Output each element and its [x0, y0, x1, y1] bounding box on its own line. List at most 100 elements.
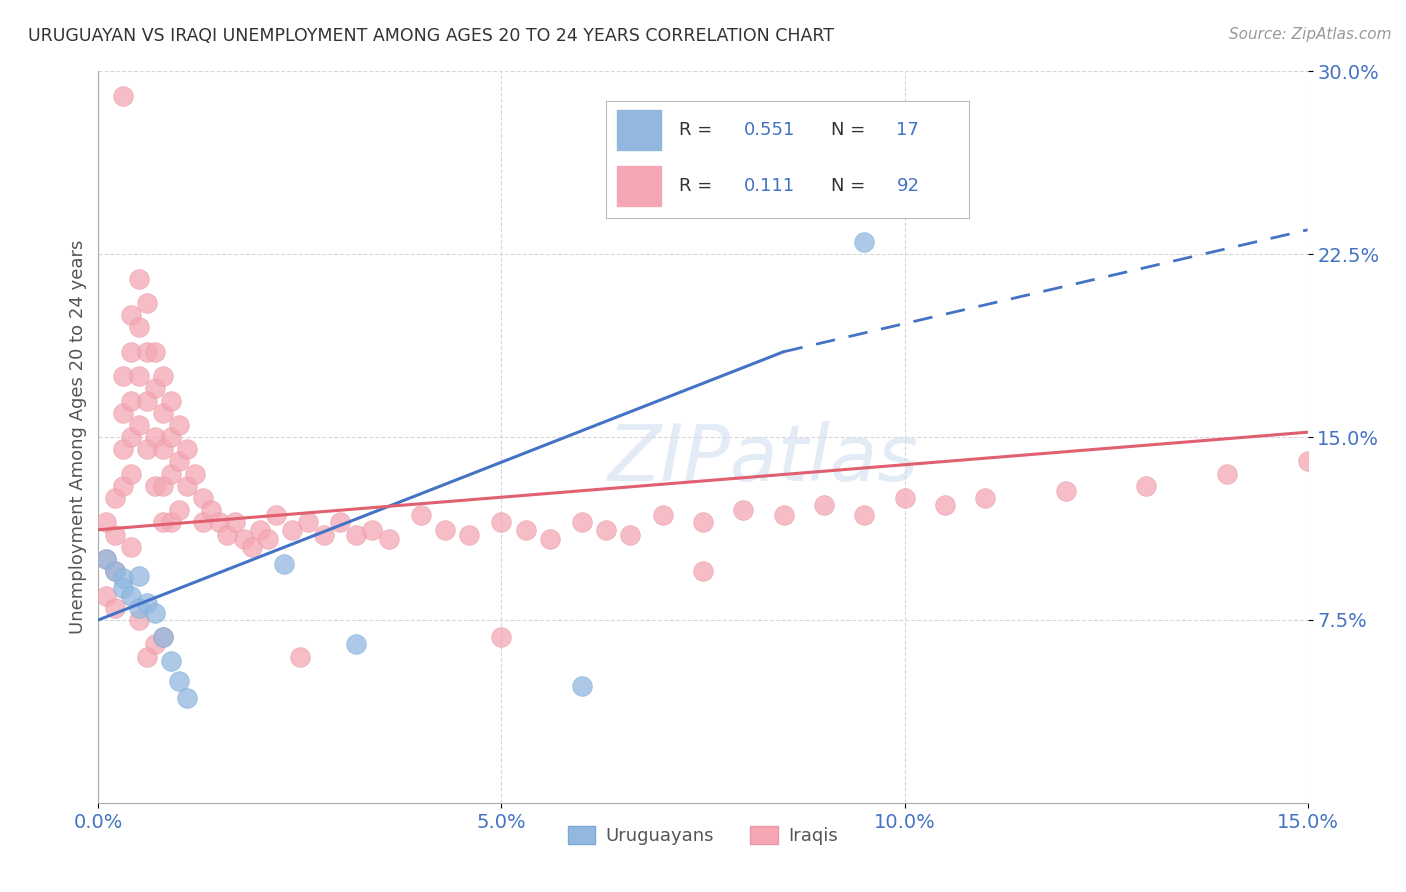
Point	[135, 596, 157, 610]
Point	[733, 503, 755, 517]
Point	[120, 393, 142, 408]
Point	[361, 523, 384, 537]
Point	[772, 508, 794, 522]
Point	[111, 581, 134, 595]
Point	[111, 479, 134, 493]
Point	[103, 491, 125, 505]
Point	[152, 369, 174, 384]
Point	[135, 649, 157, 664]
Point	[160, 393, 183, 408]
Point	[120, 430, 142, 444]
Point	[232, 533, 254, 547]
Point	[619, 527, 641, 541]
Point	[249, 523, 271, 537]
Point	[692, 516, 714, 530]
Point	[152, 406, 174, 420]
Point	[264, 508, 287, 522]
Point	[176, 442, 198, 457]
Point	[128, 417, 150, 432]
Point	[1135, 479, 1157, 493]
Point	[595, 523, 617, 537]
Point	[143, 344, 166, 359]
Point	[377, 533, 399, 547]
Point	[152, 516, 174, 530]
Point	[152, 442, 174, 457]
Point	[853, 235, 876, 249]
Point	[458, 527, 481, 541]
Point	[128, 320, 150, 334]
Point	[224, 516, 246, 530]
Point	[208, 516, 231, 530]
Point	[103, 564, 125, 578]
Point	[111, 572, 134, 586]
Point	[571, 679, 593, 693]
Point	[167, 503, 190, 517]
Point	[1216, 467, 1239, 481]
Point	[692, 564, 714, 578]
Point	[515, 523, 537, 537]
Point	[167, 454, 190, 468]
Point	[128, 271, 150, 285]
Point	[329, 516, 352, 530]
Point	[344, 637, 367, 651]
Point	[167, 417, 190, 432]
Point	[160, 654, 183, 668]
Point	[128, 569, 150, 583]
Point	[103, 600, 125, 615]
Point	[434, 523, 457, 537]
Text: Source: ZipAtlas.com: Source: ZipAtlas.com	[1229, 27, 1392, 42]
Point	[120, 467, 142, 481]
Point	[120, 540, 142, 554]
Point	[120, 308, 142, 322]
Point	[111, 442, 134, 457]
Point	[160, 516, 183, 530]
Point	[135, 296, 157, 310]
Point	[160, 467, 183, 481]
Point	[135, 393, 157, 408]
Point	[193, 516, 215, 530]
Point	[103, 527, 125, 541]
Point	[96, 516, 118, 530]
Point	[128, 600, 150, 615]
Text: ZIPatlas: ZIPatlas	[607, 421, 920, 497]
Point	[111, 406, 134, 420]
Point	[120, 344, 142, 359]
Point	[1054, 483, 1077, 498]
Point	[176, 690, 198, 705]
Point	[135, 442, 157, 457]
Point	[571, 516, 593, 530]
Point	[1296, 454, 1319, 468]
Point	[184, 467, 207, 481]
Point	[96, 552, 118, 566]
Point	[314, 527, 336, 541]
Point	[152, 630, 174, 644]
Point	[128, 613, 150, 627]
Point	[240, 540, 263, 554]
Point	[853, 508, 876, 522]
Point	[111, 369, 134, 384]
Point	[934, 499, 956, 513]
Point	[128, 369, 150, 384]
Point	[651, 508, 673, 522]
Point	[974, 491, 997, 505]
Point	[96, 589, 118, 603]
Point	[409, 508, 432, 522]
Point	[491, 630, 513, 644]
Point	[893, 491, 915, 505]
Point	[152, 479, 174, 493]
Point	[135, 344, 157, 359]
Point	[96, 552, 118, 566]
Point	[491, 516, 513, 530]
Point	[193, 491, 215, 505]
Point	[297, 516, 319, 530]
Legend: Uruguayans, Iraqis: Uruguayans, Iraqis	[561, 819, 845, 852]
Point	[538, 533, 561, 547]
Point	[152, 630, 174, 644]
Point	[103, 564, 125, 578]
Y-axis label: Unemployment Among Ages 20 to 24 years: Unemployment Among Ages 20 to 24 years	[69, 240, 87, 634]
Point	[256, 533, 278, 547]
Point	[143, 381, 166, 395]
Point	[273, 557, 295, 571]
Point	[813, 499, 835, 513]
Point	[120, 589, 142, 603]
